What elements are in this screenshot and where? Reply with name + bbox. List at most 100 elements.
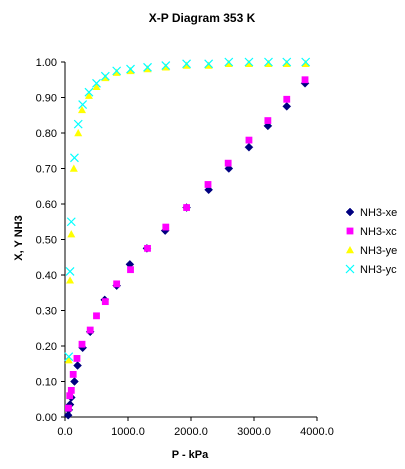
data-point-diamond xyxy=(73,361,82,370)
data-point-x xyxy=(264,57,273,67)
data-point-diamond xyxy=(345,207,355,217)
data-point-triangle xyxy=(101,73,110,82)
data-point-square xyxy=(283,95,291,103)
legend-label: NH3-ye xyxy=(360,245,397,257)
data-point-triangle xyxy=(264,59,273,67)
data-point-triangle xyxy=(69,164,78,172)
cross-stroke xyxy=(126,64,135,74)
chart-title: X-P Diagram 353 K xyxy=(149,11,256,25)
data-point-x xyxy=(161,61,171,70)
data-point-triangle xyxy=(204,61,213,69)
data-point-square xyxy=(301,76,309,84)
data-point-diamond xyxy=(282,102,292,111)
cross-stroke xyxy=(345,264,355,274)
data-point-x xyxy=(204,59,214,69)
x-tick-label: 4000.0 xyxy=(300,426,334,438)
data-point-square xyxy=(183,204,190,211)
data-point-x xyxy=(126,64,135,74)
y-tick-label: 0.60 xyxy=(36,199,57,211)
data-point-square xyxy=(204,181,212,188)
legend-label: NH3-xe xyxy=(360,207,397,219)
y-tick-label: 0.80 xyxy=(36,128,57,140)
series-nh3-xc xyxy=(65,76,309,412)
data-point-x xyxy=(182,59,192,69)
data-point-x xyxy=(143,62,152,72)
data-point-triangle xyxy=(182,61,191,69)
x-tick-label: 0.0 xyxy=(57,426,72,438)
legend: NH3-xe NH3-xc NH3-ye NH3-yc xyxy=(345,207,397,276)
data-point-square xyxy=(73,355,81,362)
data-point-square xyxy=(65,404,72,412)
data-point-triangle xyxy=(66,276,75,284)
cross-stroke xyxy=(264,57,273,67)
cross-stroke xyxy=(143,62,152,72)
data-point-square xyxy=(78,340,86,348)
y-tick-label: 0.30 xyxy=(36,306,57,318)
cross-stroke xyxy=(301,57,311,67)
data-point-x xyxy=(100,71,110,81)
data-point-square xyxy=(67,386,75,394)
data-point-triangle xyxy=(282,59,291,67)
data-point-x xyxy=(92,78,101,88)
data-point-diamond xyxy=(63,410,73,420)
data-point-triangle xyxy=(64,356,73,364)
data-point-triangle xyxy=(74,129,83,137)
series-nh3-yc xyxy=(64,57,311,362)
data-point-x xyxy=(64,352,74,362)
data-point-triangle xyxy=(244,59,253,67)
data-point-triangle xyxy=(161,63,170,71)
y-tick-label: 0.40 xyxy=(36,270,57,282)
y-tick-label: 0.10 xyxy=(36,377,57,389)
y-tick-label: 1.00 xyxy=(36,57,57,69)
cross-stroke xyxy=(100,71,110,81)
cross-stroke xyxy=(70,153,79,163)
data-point-triangle xyxy=(67,230,76,238)
y-tick-label: 0.90 xyxy=(36,93,57,105)
data-point-x xyxy=(70,153,79,163)
data-point-square xyxy=(144,244,151,252)
cross-stroke xyxy=(204,59,214,69)
data-point-triangle xyxy=(84,91,93,99)
cross-stroke xyxy=(244,57,254,67)
data-point-square xyxy=(264,117,272,124)
data-point-square xyxy=(86,326,94,334)
cross-stroke xyxy=(64,352,74,362)
cross-stroke xyxy=(112,66,122,76)
y-tick-label: 0.00 xyxy=(36,412,57,424)
data-point-x xyxy=(66,217,76,227)
data-point-x xyxy=(78,100,88,110)
x-tick-label: 3000.0 xyxy=(237,426,271,438)
series-nh3-xe xyxy=(63,78,310,420)
cross-stroke xyxy=(84,87,94,97)
cross-stroke xyxy=(66,217,76,227)
data-point-square xyxy=(69,371,77,378)
data-point-x xyxy=(282,57,292,67)
data-point-x xyxy=(224,57,234,67)
cross-stroke xyxy=(92,78,101,88)
data-point-square xyxy=(93,312,100,320)
legend-label: NH3-xc xyxy=(360,226,397,238)
data-point-x xyxy=(73,119,83,129)
series-nh3-ye xyxy=(64,59,310,364)
x-tick-label: 2000.0 xyxy=(174,426,208,438)
legend-label: NH3-yc xyxy=(360,264,397,276)
data-point-diamond xyxy=(244,142,254,152)
cross-stroke xyxy=(161,61,171,70)
data-point-x xyxy=(112,66,122,76)
cross-stroke xyxy=(282,57,292,67)
data-point-triangle xyxy=(346,246,354,254)
cross-stroke xyxy=(224,57,234,67)
data-point-triangle xyxy=(126,66,135,75)
cross-stroke xyxy=(182,59,192,69)
data-point-x xyxy=(65,267,75,276)
data-point-square xyxy=(66,392,74,400)
data-point-diamond xyxy=(70,377,79,386)
data-point-x xyxy=(244,57,254,67)
data-point-square xyxy=(101,298,109,306)
data-point-square xyxy=(346,227,354,235)
y-tick-label: 0.20 xyxy=(36,341,57,353)
y-axis-label: X, Y NH3 xyxy=(13,215,25,260)
data-point-square xyxy=(127,266,134,274)
data-point-triangle xyxy=(224,59,233,67)
